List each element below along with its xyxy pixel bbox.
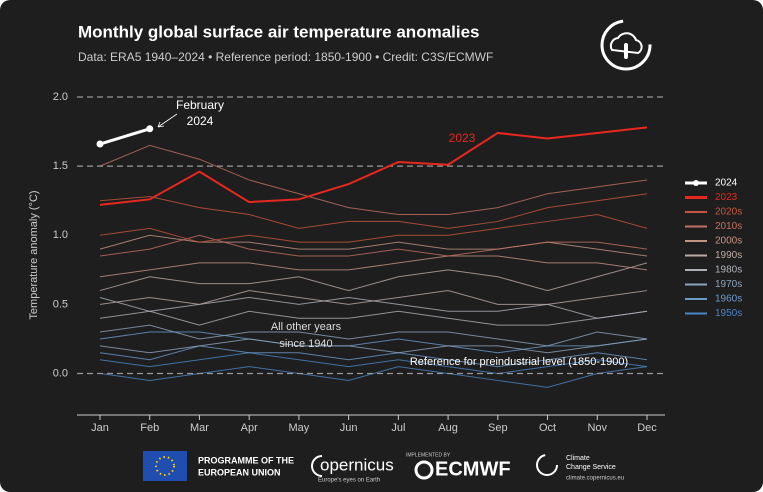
legend-swatch <box>693 180 699 186</box>
legend-label: 2000s <box>715 236 742 247</box>
y-tick-label: 1.5 <box>53 160 68 172</box>
annotation: 2024 <box>187 114 214 128</box>
series-point <box>146 125 154 133</box>
series-line <box>99 126 648 206</box>
eu-stars <box>155 456 175 476</box>
x-tick-label: Feb <box>140 422 159 434</box>
legend-label: 2024 <box>715 178 738 189</box>
x-tick-label: May <box>289 422 310 434</box>
decade-line <box>99 366 648 388</box>
legend-label: 1990s <box>715 250 742 261</box>
annotation: All other years <box>271 321 342 333</box>
decade-line <box>99 255 648 278</box>
x-tick-label: Mar <box>190 422 209 434</box>
c3s-logo <box>536 454 558 476</box>
decade-line <box>99 352 648 375</box>
decade-line <box>99 290 648 305</box>
chart-title: Monthly global surface air temperature a… <box>78 22 480 41</box>
copernicus-tagline: Europe's eyes on Earth <box>318 478 380 484</box>
series-line <box>99 127 151 146</box>
decade-line <box>99 310 648 326</box>
x-tick-label: Jul <box>391 422 405 434</box>
legend-label: 1960s <box>715 294 742 305</box>
c3s-text: Change Service <box>566 464 616 471</box>
eu-flag <box>143 451 187 481</box>
annotation: February <box>176 98 224 112</box>
decade-line <box>99 193 648 229</box>
eu-text: EUROPEAN UNION <box>198 467 281 477</box>
logo <box>600 19 652 71</box>
y-tick-label: 1.0 <box>53 229 68 241</box>
legend-label: 2023 <box>715 192 738 203</box>
y-tick-label: 0.5 <box>53 298 68 310</box>
ecmwf-logo <box>414 460 434 480</box>
legend-label: 2020s <box>715 207 742 218</box>
y-tick-label: 0.0 <box>53 367 68 379</box>
x-tick-label: Oct <box>539 422 556 434</box>
subtitle: Data: ERA5 1940–2024 • Reference period:… <box>78 50 493 64</box>
legend-label: 2010s <box>715 221 742 232</box>
c3s-url: climate.copernicus.eu <box>566 476 624 482</box>
ecmwf-text: ECMWF <box>435 458 511 480</box>
annotation: Reference for preindustrial level (1850-… <box>410 356 628 368</box>
x-tick-label: Sep <box>488 422 508 434</box>
c3s-text: Climate <box>566 455 590 462</box>
decade-line <box>99 234 648 257</box>
decade-line <box>99 331 648 354</box>
series-point <box>96 140 104 148</box>
eu-text: PROGRAMME OF THE <box>198 455 294 465</box>
x-tick-label: Jan <box>91 422 109 434</box>
x-tick-label: Dec <box>637 422 657 434</box>
decade-line <box>99 214 648 243</box>
copernicus-text: opernicus <box>320 455 394 474</box>
decade-line <box>99 144 648 216</box>
legend-label: 1970s <box>715 279 742 290</box>
legend-label: 1980s <box>715 265 742 276</box>
y-axis-label: Temperature anomaly (°C) <box>28 190 40 319</box>
y-tick-label: 2.0 <box>53 91 68 103</box>
x-tick-label: Nov <box>587 422 607 434</box>
copernicus-logo <box>311 455 323 477</box>
decade-line <box>99 324 648 347</box>
annotation-arrow <box>157 113 178 128</box>
footer: PROGRAMME OF THE EUROPEAN UNION opernicu… <box>143 451 624 484</box>
legend-label: 1950s <box>715 308 742 319</box>
annotation: since 1940 <box>279 338 332 350</box>
annotation: 2023 <box>449 131 476 145</box>
x-tick-label: Jun <box>340 422 358 434</box>
x-tick-label: Aug <box>438 422 458 434</box>
implemented-by: IMPLEMENTED BY <box>406 452 451 458</box>
decade-line <box>99 345 648 368</box>
decade-line <box>99 234 648 257</box>
x-tick-label: Apr <box>241 422 258 434</box>
decade-line <box>99 338 648 354</box>
decade-line <box>99 262 648 292</box>
